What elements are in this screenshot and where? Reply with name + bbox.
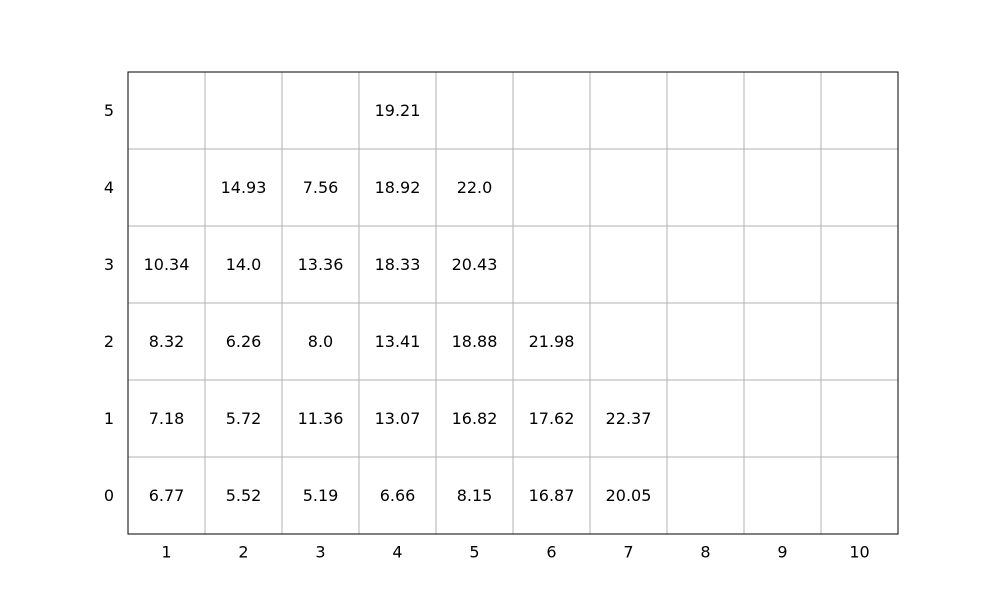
cell-value: 13.36 — [298, 255, 344, 274]
cell-value: 10.34 — [144, 255, 190, 274]
cell-value: 22.0 — [457, 178, 493, 197]
y-tick-label: 2 — [104, 332, 114, 351]
cell-value: 19.21 — [375, 101, 421, 120]
cell-value: 18.88 — [452, 332, 498, 351]
y-tick-label: 3 — [104, 255, 114, 274]
cell-value: 6.26 — [226, 332, 262, 351]
y-tick-label: 1 — [104, 409, 114, 428]
cell-value: 11.36 — [298, 409, 344, 428]
cell-value: 7.18 — [149, 409, 185, 428]
cell-value: 5.52 — [226, 486, 262, 505]
cell-value: 13.07 — [375, 409, 421, 428]
x-tick-label: 5 — [469, 543, 479, 562]
cell-value: 16.82 — [452, 409, 498, 428]
cell-value: 21.98 — [529, 332, 575, 351]
cell-value: 6.77 — [149, 486, 185, 505]
x-tick-label: 2 — [238, 543, 248, 562]
cell-value: 18.33 — [375, 255, 421, 274]
cell-value: 8.32 — [149, 332, 185, 351]
x-tick-label: 8 — [700, 543, 710, 562]
cell-value: 5.72 — [226, 409, 262, 428]
x-tick-label: 3 — [315, 543, 325, 562]
cell-value: 13.41 — [375, 332, 421, 351]
cell-value: 14.93 — [221, 178, 267, 197]
plot-frame — [127, 71, 899, 535]
cell-value: 17.62 — [529, 409, 575, 428]
cell-value: 22.37 — [606, 409, 652, 428]
cell-values: 6.77 5.52 5.19 6.66 8.15 16.87 20.05 7.18 5.72 11… — [144, 101, 652, 505]
cell-value: 16.87 — [529, 486, 575, 505]
x-tick-label: 7 — [623, 543, 633, 562]
x-tick-labels: 1 2 3 4 5 6 7 8 9 10 — [161, 543, 869, 562]
cell-value: 14.0 — [226, 255, 262, 274]
cell-value: 20.43 — [452, 255, 498, 274]
x-tick-label: 1 — [161, 543, 171, 562]
x-tick-label: 9 — [777, 543, 787, 562]
grid-lines — [128, 72, 898, 534]
cell-value: 7.56 — [303, 178, 339, 197]
cell-value: 18.92 — [375, 178, 421, 197]
cell-value: 8.15 — [457, 486, 493, 505]
y-tick-label: 4 — [104, 178, 114, 197]
x-tick-label: 6 — [546, 543, 556, 562]
cell-value: 5.19 — [303, 486, 339, 505]
x-tick-label: 10 — [849, 543, 869, 562]
cell-value: 6.66 — [380, 486, 416, 505]
y-tick-labels: 0 1 2 3 4 5 — [104, 101, 114, 505]
cell-value: 20.05 — [606, 486, 652, 505]
y-tick-label: 0 — [104, 486, 114, 505]
x-tick-label: 4 — [392, 543, 402, 562]
cell-value: 8.0 — [308, 332, 333, 351]
y-tick-label: 5 — [104, 101, 114, 120]
